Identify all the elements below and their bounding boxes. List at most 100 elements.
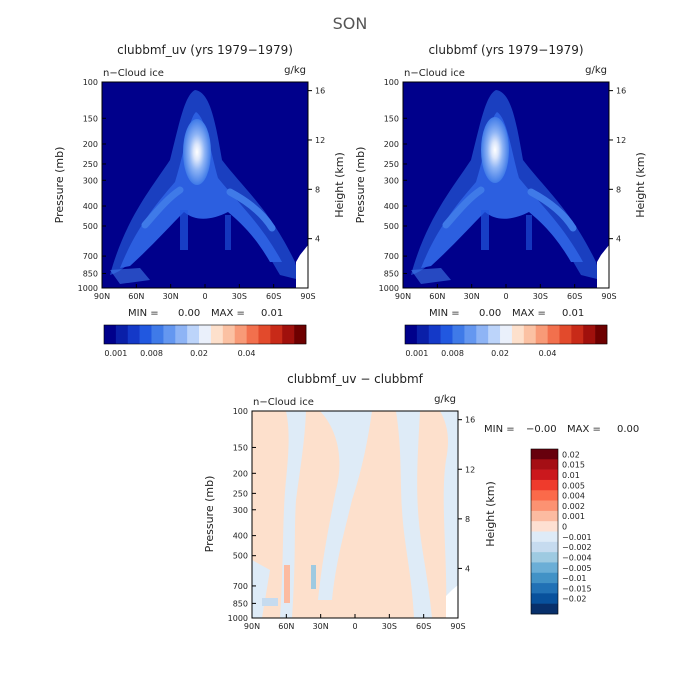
colorbar-label: −0.001 (562, 533, 592, 542)
panel-title: clubbmf_uv (yrs 1979−1979) (117, 43, 293, 57)
colorbar-label: 0 (562, 523, 567, 532)
y2-tick-label: 8 (465, 515, 470, 524)
y2-tick-label: 4 (315, 235, 320, 244)
y2-tick-label: 12 (616, 136, 626, 145)
y-tick-label: 150 (233, 443, 248, 452)
colorbar-swatch (234, 325, 247, 344)
y-tick-label: 100 (233, 407, 248, 416)
colorbar-label: 0.008 (140, 349, 163, 358)
stat-min-value: 0.00 (479, 308, 501, 319)
panel-header-right: g/kg (585, 65, 607, 76)
colorbar-swatch (531, 521, 558, 532)
y2-tick-label: 4 (616, 235, 621, 244)
contour-field (252, 411, 458, 618)
x-tick-label: 30N (313, 622, 329, 631)
y-tick-label: 400 (233, 532, 248, 541)
colorbar-label: −0.01 (562, 574, 587, 583)
contour-band (396, 411, 432, 618)
x-tick-label: 60N (128, 292, 144, 301)
contour-band (421, 112, 583, 268)
contour-core (481, 117, 509, 183)
y2-tick-label: 16 (315, 87, 325, 96)
colorbar-swatch (559, 325, 572, 344)
colorbar-swatch (187, 325, 200, 344)
panel-header-right: g/kg (284, 65, 306, 76)
contour-band (526, 215, 532, 250)
panel-title: clubbmf (yrs 1979−1979) (428, 43, 583, 57)
y2-tick-label: 16 (616, 87, 626, 96)
y-tick-label: 850 (83, 269, 98, 278)
y2-axis-label: Height (km) (484, 481, 497, 547)
colorbar-swatch (222, 325, 236, 344)
contour-core (183, 119, 211, 185)
contour-band (318, 411, 372, 600)
colorbar-swatch (531, 541, 558, 553)
y-tick-label: 850 (233, 599, 248, 608)
y2-tick-label: 8 (616, 185, 621, 194)
colorbar-swatch (139, 325, 152, 344)
y2-tick-label: 8 (315, 185, 320, 194)
colorbar-swatch (535, 325, 548, 344)
colorbar-label: 0.001 (104, 349, 127, 358)
colorbar-label: −0.005 (562, 564, 592, 573)
colorbar-swatch (531, 490, 558, 501)
x-tick-label: 90S (601, 292, 616, 301)
colorbar-label: 0.015 (562, 461, 585, 470)
x-tick-label: 90N (395, 292, 411, 301)
contour-band (481, 210, 489, 250)
colorbar-swatch (115, 325, 129, 344)
colorbar-swatch (258, 325, 271, 344)
y-tick-label: 100 (83, 78, 98, 87)
colorbar-swatch (531, 500, 558, 512)
y-tick-label: 500 (83, 222, 98, 231)
contour-band (262, 598, 278, 606)
x-tick-label: 60S (416, 622, 431, 631)
y-tick-label: 200 (384, 140, 399, 149)
y-tick-label: 1000 (228, 614, 248, 623)
stat-min-label: MIN = (429, 308, 460, 319)
x-tick-label: 90S (300, 292, 315, 301)
stat-max-label: MAX = (512, 308, 546, 319)
colorbar-swatch (452, 325, 465, 344)
x-tick-label: 30S (533, 292, 548, 301)
panel-clubbmf: clubbmf (yrs 1979−1979) n−Cloud ice g/kg… (354, 43, 647, 358)
colorbar-swatch (488, 325, 501, 344)
colorbar-swatch (210, 325, 224, 344)
colorbar-swatch (531, 510, 558, 522)
panel-header-left: n−Cloud ice (404, 68, 465, 79)
y-tick-label: 150 (83, 114, 98, 123)
colorbar-label: −0.002 (562, 543, 592, 552)
colorbar-swatch (595, 325, 608, 344)
y-axis-label: Pressure (mb) (53, 147, 66, 224)
y-axis: 100 150 200 250 300 400 500 700 850 1000 (379, 78, 407, 293)
y2-axis: 16 12 8 4 (308, 87, 325, 244)
stat-max-value: 0.00 (617, 424, 639, 435)
colorbar-label: 0.02 (562, 450, 580, 459)
colorbar-swatch (199, 325, 212, 344)
contour-band (225, 215, 231, 250)
contour-band (411, 268, 451, 284)
y2-axis: 16 12 8 4 (458, 416, 475, 573)
y2-axis: 16 12 8 4 (609, 87, 626, 244)
x-tick-label: 30N (464, 292, 480, 301)
y-tick-label: 250 (83, 160, 98, 169)
contour-field (102, 82, 308, 288)
colorbar-frame (404, 324, 608, 345)
colorbar-label: 0.004 (562, 492, 585, 501)
colorbar-swatch (294, 325, 307, 344)
colorbar-swatch (428, 325, 441, 344)
colorbar-swatch (531, 531, 558, 543)
y-tick-label: 200 (83, 140, 98, 149)
panel-title: clubbmf_uv − clubbmf (287, 372, 424, 386)
contour-band (252, 560, 270, 618)
colorbar-label: 0.01 (562, 471, 580, 480)
panel-header-left: n−Cloud ice (253, 397, 314, 408)
y-tick-label: 1000 (379, 284, 399, 293)
colorbar-label: 0.005 (562, 481, 585, 490)
x-tick-label: 30S (232, 292, 247, 301)
stat-min-value: −0.00 (526, 424, 557, 435)
colorbar-swatch (151, 325, 164, 344)
colorbar-swatch (440, 325, 453, 344)
contour-band (311, 565, 316, 589)
contour-band (180, 210, 188, 250)
